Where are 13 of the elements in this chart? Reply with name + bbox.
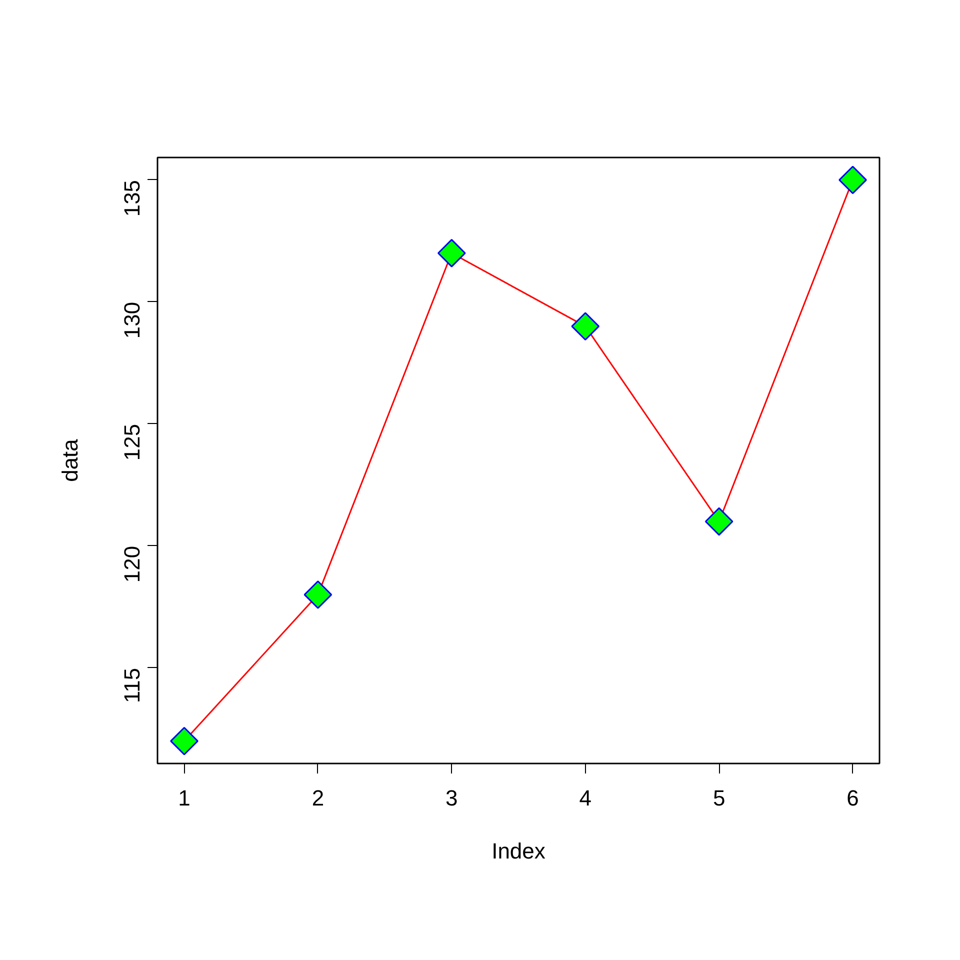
y-axis-title: data [58,438,82,482]
y-tick-label: 120 [120,546,144,583]
y-tick-label: 125 [120,424,144,461]
x-tick-label: 3 [446,786,458,810]
y-tick-label: 130 [120,302,144,339]
y-tick-label: 115 [120,668,144,703]
x-tick-label: 4 [579,786,592,810]
y-tick-label: 135 [120,180,144,217]
x-tick-label: 2 [312,786,324,810]
x-tick-label: 6 [846,786,859,810]
x-axis-title: Index [492,838,546,864]
x-tick-label: 1 [178,786,190,810]
x-tick-label: 5 [712,786,726,810]
